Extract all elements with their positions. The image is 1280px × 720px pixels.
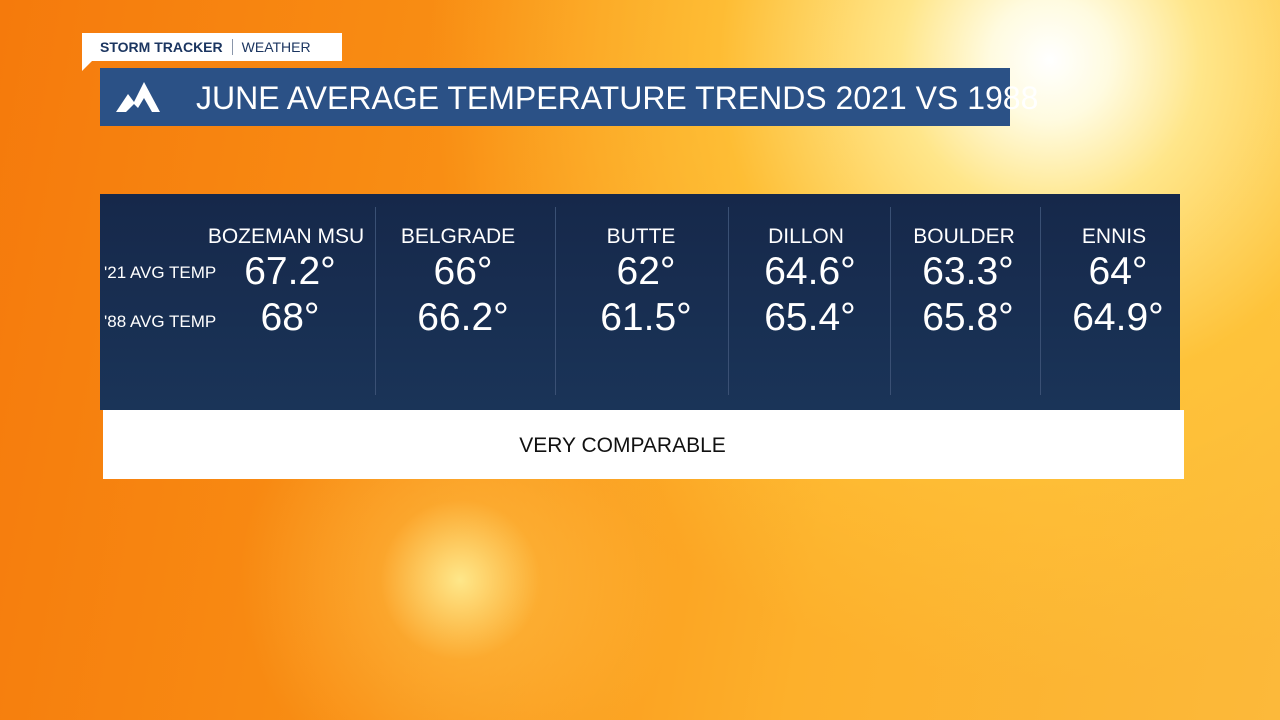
- footer-text: VERY COMPARABLE: [519, 434, 726, 457]
- brand-tag: STORM TRACKER WEATHER: [82, 33, 342, 61]
- brand-name: STORM TRACKER: [100, 39, 223, 55]
- column-divider: [728, 207, 729, 395]
- column-divider: [1040, 207, 1041, 395]
- temperature: 65.8°: [922, 296, 1014, 339]
- station-name: BOZEMAN MSU: [207, 225, 365, 248]
- temperature: 66°: [433, 250, 493, 293]
- temperature: 63.3°: [922, 250, 1014, 293]
- title-bar: [100, 68, 1010, 126]
- temperature: 68°: [260, 296, 320, 339]
- column-divider: [555, 207, 556, 395]
- row-label: '21 AVG TEMP: [104, 263, 217, 282]
- temperature: 67.2°: [244, 250, 336, 293]
- brand-tail: [82, 61, 92, 71]
- temperature: 65.4°: [764, 296, 856, 339]
- temperature: 66.2°: [417, 296, 509, 339]
- temperature: 62°: [616, 250, 676, 293]
- mountain-logo: [116, 82, 160, 112]
- title: JUNE AVERAGE TEMPERATURE TRENDS 2021 VS …: [196, 80, 1039, 116]
- temperature: 64.9°: [1072, 296, 1164, 339]
- temperature: 61.5°: [600, 296, 692, 339]
- brand-separator: [231, 39, 233, 55]
- station-name: ENNIS: [1081, 225, 1147, 248]
- station-name: BUTTE: [606, 225, 676, 248]
- station-name: BOULDER: [913, 225, 1015, 248]
- station-name: BELGRADE: [400, 225, 516, 248]
- row-label: '88 AVG TEMP: [104, 312, 217, 331]
- footer-bar: [103, 410, 1184, 479]
- temperature: 64°: [1088, 250, 1148, 293]
- brand-section: WEATHER: [241, 39, 311, 55]
- data-panel: [100, 194, 1180, 410]
- temperature: 64.6°: [764, 250, 856, 293]
- station-name: DILLON: [768, 225, 844, 248]
- column-divider: [375, 207, 376, 395]
- column-divider: [890, 207, 891, 395]
